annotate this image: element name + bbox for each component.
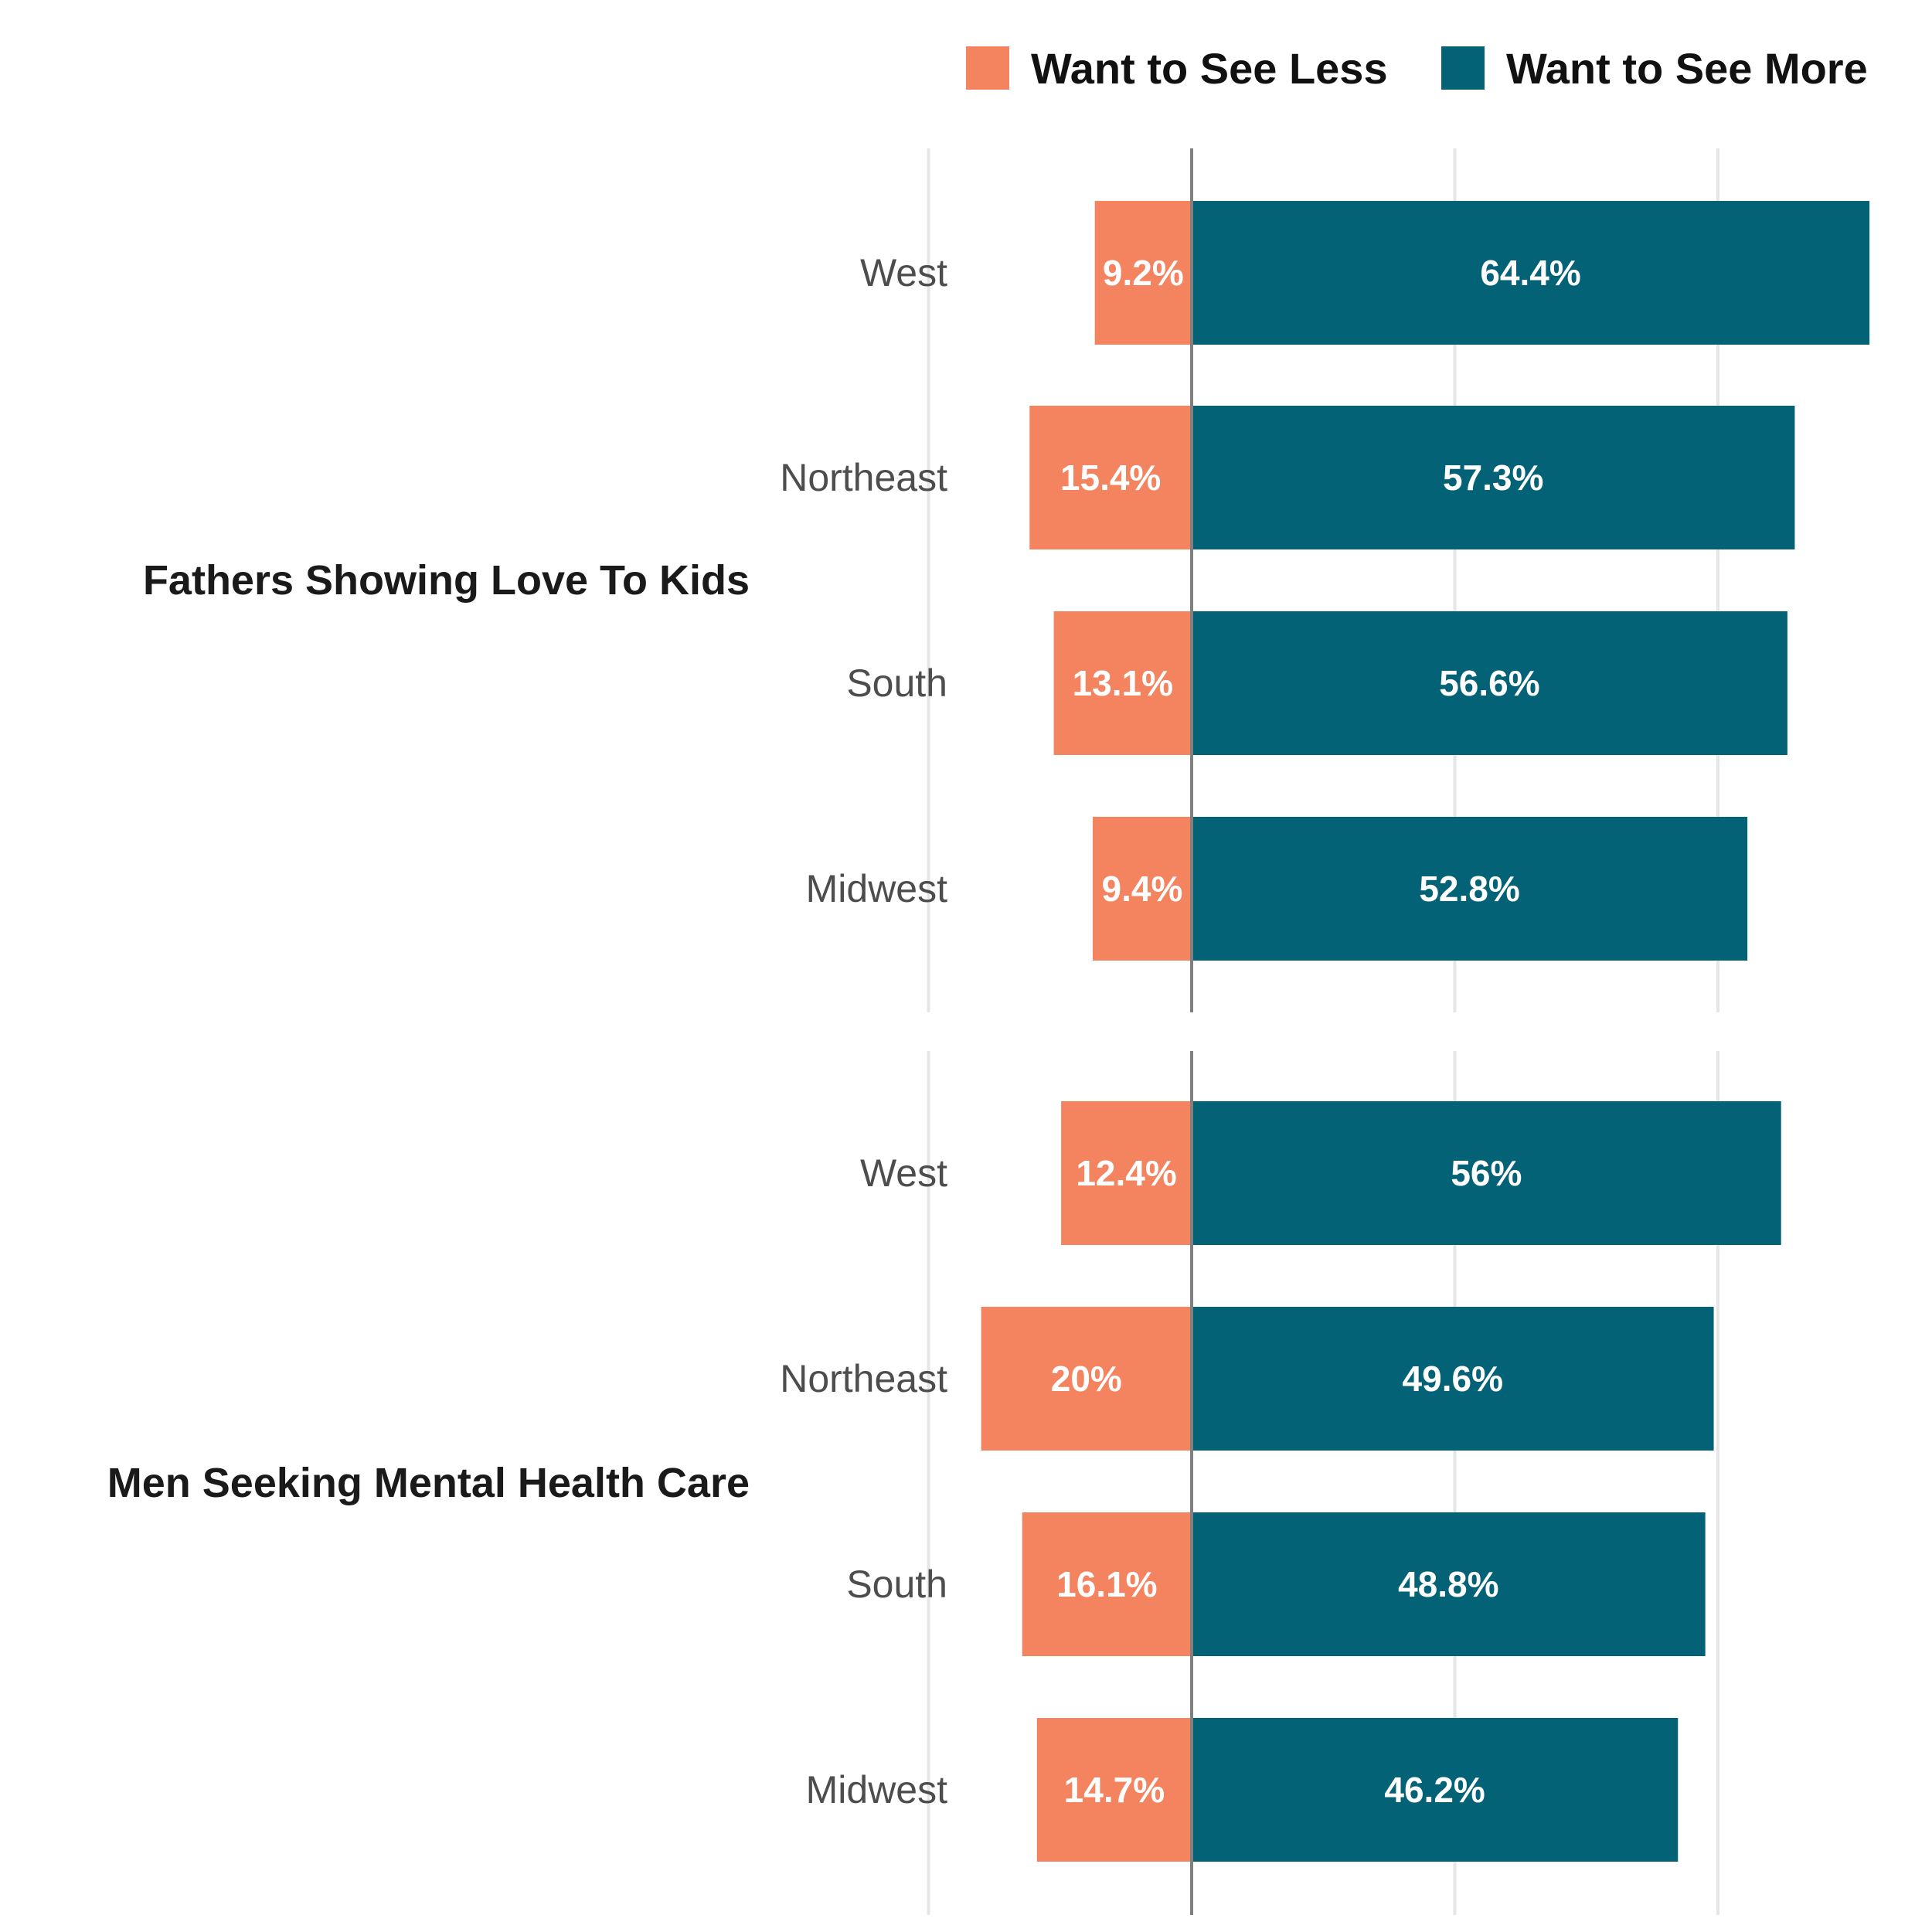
bar-label-less: 9.4% (1102, 869, 1183, 909)
bar-label-more: 56.6% (1439, 663, 1539, 703)
legend-swatch-less (966, 46, 1009, 90)
category-label-west: West (860, 1151, 947, 1195)
bar-less-midwest (1092, 817, 1192, 961)
bar-more-west (1192, 201, 1870, 345)
bar-less-west (1061, 1101, 1192, 1245)
facet-title-fathers: Fathers Showing Love To Kids (142, 557, 750, 604)
bar-more-west (1192, 1101, 1781, 1245)
bar-label-more: 57.3% (1443, 457, 1543, 498)
legend-item-less: Want to See Less (966, 37, 1388, 99)
bar-less-south (1022, 1512, 1192, 1656)
bar-label-less: 14.7% (1064, 1770, 1165, 1810)
category-label-northeast: Northeast (780, 1357, 947, 1400)
category-label-west: West (860, 251, 947, 294)
bar-less-south (1053, 611, 1192, 755)
legend: Want to See Less Want to See More (966, 37, 1909, 99)
bar-label-more: 48.8% (1398, 1564, 1498, 1604)
bar-more-northeast (1192, 1307, 1714, 1451)
facet-title-mental-health: Men Seeking Mental Health Care (107, 1460, 750, 1506)
bar-label-more: 56% (1451, 1153, 1522, 1193)
legend-label-more: Want to See More (1506, 43, 1868, 93)
bar-less-midwest (1036, 1718, 1192, 1862)
legend-label-less: Want to See Less (1031, 43, 1388, 93)
bar-label-more: 49.6% (1403, 1359, 1503, 1399)
legend-item-more: Want to See More (1441, 37, 1868, 99)
bar-less-northeast (1029, 406, 1192, 549)
bar-label-less: 20% (1051, 1359, 1122, 1399)
bar-label-less: 15.4% (1060, 457, 1161, 498)
category-label-midwest: Midwest (806, 1768, 947, 1811)
bar-label-more: 46.2% (1384, 1770, 1485, 1810)
bar-less-northeast (981, 1307, 1192, 1451)
bar-label-more: 52.8% (1419, 869, 1519, 909)
bar-less-west (1094, 201, 1192, 345)
bar-more-south (1192, 1512, 1706, 1656)
bar-label-more: 64.4% (1480, 253, 1580, 293)
category-label-south: South (846, 662, 947, 705)
bar-more-south (1192, 611, 1787, 755)
bar-label-less: 12.4% (1076, 1153, 1176, 1193)
category-label-midwest: Midwest (806, 867, 947, 910)
category-label-south: South (846, 1563, 947, 1606)
bar-label-less: 9.2% (1103, 253, 1184, 293)
bar-more-midwest (1192, 817, 1748, 961)
bar-label-less: 16.1% (1056, 1564, 1157, 1604)
bar-more-midwest (1192, 1718, 1679, 1862)
bar-more-northeast (1192, 406, 1795, 549)
bar-label-less: 13.1% (1073, 663, 1173, 703)
category-label-northeast: Northeast (780, 456, 947, 499)
legend-swatch-more (1441, 46, 1485, 90)
